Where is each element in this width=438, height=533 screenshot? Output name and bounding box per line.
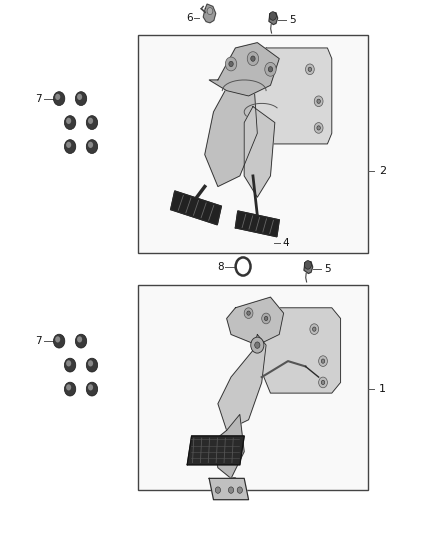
Polygon shape xyxy=(209,43,279,96)
Circle shape xyxy=(77,336,82,343)
Circle shape xyxy=(262,313,271,324)
Circle shape xyxy=(207,7,213,14)
Circle shape xyxy=(255,342,260,349)
Circle shape xyxy=(75,92,87,106)
Circle shape xyxy=(236,257,251,276)
Text: 7: 7 xyxy=(35,94,42,103)
Circle shape xyxy=(88,384,93,391)
Circle shape xyxy=(268,67,272,72)
Text: 8: 8 xyxy=(217,262,223,271)
Circle shape xyxy=(66,118,71,124)
Circle shape xyxy=(321,359,325,364)
Polygon shape xyxy=(244,107,275,197)
Circle shape xyxy=(53,334,65,348)
Circle shape xyxy=(55,94,60,100)
Circle shape xyxy=(66,142,71,148)
Circle shape xyxy=(229,487,234,494)
Circle shape xyxy=(317,126,321,130)
Circle shape xyxy=(229,61,233,67)
Circle shape xyxy=(64,140,76,154)
Polygon shape xyxy=(253,48,332,144)
Circle shape xyxy=(321,381,325,385)
Circle shape xyxy=(265,317,268,321)
Polygon shape xyxy=(171,191,221,225)
Circle shape xyxy=(225,57,237,71)
Circle shape xyxy=(319,356,328,367)
Text: 1: 1 xyxy=(379,384,386,394)
Circle shape xyxy=(247,311,251,316)
Circle shape xyxy=(244,308,253,319)
Circle shape xyxy=(247,52,258,66)
Polygon shape xyxy=(235,211,279,237)
Circle shape xyxy=(53,92,65,106)
Text: 6: 6 xyxy=(186,13,193,23)
Circle shape xyxy=(86,116,98,130)
Polygon shape xyxy=(214,415,244,479)
Circle shape xyxy=(310,324,318,335)
Circle shape xyxy=(75,334,87,348)
Circle shape xyxy=(86,140,98,154)
Circle shape xyxy=(269,12,276,20)
Polygon shape xyxy=(187,436,244,465)
Circle shape xyxy=(66,384,71,391)
Text: 5: 5 xyxy=(289,15,296,25)
Circle shape xyxy=(77,94,82,100)
Circle shape xyxy=(88,142,93,148)
Circle shape xyxy=(55,336,60,343)
Polygon shape xyxy=(218,335,266,431)
Circle shape xyxy=(305,64,314,75)
Circle shape xyxy=(314,123,323,133)
Circle shape xyxy=(64,116,76,130)
Circle shape xyxy=(64,358,76,372)
Circle shape xyxy=(317,99,321,103)
Polygon shape xyxy=(304,262,313,273)
Circle shape xyxy=(88,360,93,367)
Circle shape xyxy=(308,67,311,71)
Text: 4: 4 xyxy=(283,238,289,247)
Text: 7: 7 xyxy=(35,336,42,346)
Circle shape xyxy=(66,360,71,367)
Circle shape xyxy=(86,382,98,396)
Text: 3: 3 xyxy=(230,478,237,487)
Polygon shape xyxy=(203,4,216,23)
Circle shape xyxy=(265,62,276,76)
Circle shape xyxy=(314,96,323,107)
Text: 2: 2 xyxy=(379,166,386,175)
Circle shape xyxy=(312,327,316,331)
Circle shape xyxy=(304,261,311,269)
Polygon shape xyxy=(269,13,278,25)
Circle shape xyxy=(64,382,76,396)
Circle shape xyxy=(86,358,98,372)
Polygon shape xyxy=(209,479,249,500)
Circle shape xyxy=(251,56,255,61)
Polygon shape xyxy=(257,308,341,393)
Bar xyxy=(138,285,368,490)
Text: 5: 5 xyxy=(324,264,331,274)
Circle shape xyxy=(319,377,328,388)
Polygon shape xyxy=(205,69,257,187)
Circle shape xyxy=(215,487,221,494)
Circle shape xyxy=(251,337,264,353)
Circle shape xyxy=(237,487,243,494)
Polygon shape xyxy=(227,297,284,345)
Bar xyxy=(138,35,368,253)
Circle shape xyxy=(88,118,93,124)
